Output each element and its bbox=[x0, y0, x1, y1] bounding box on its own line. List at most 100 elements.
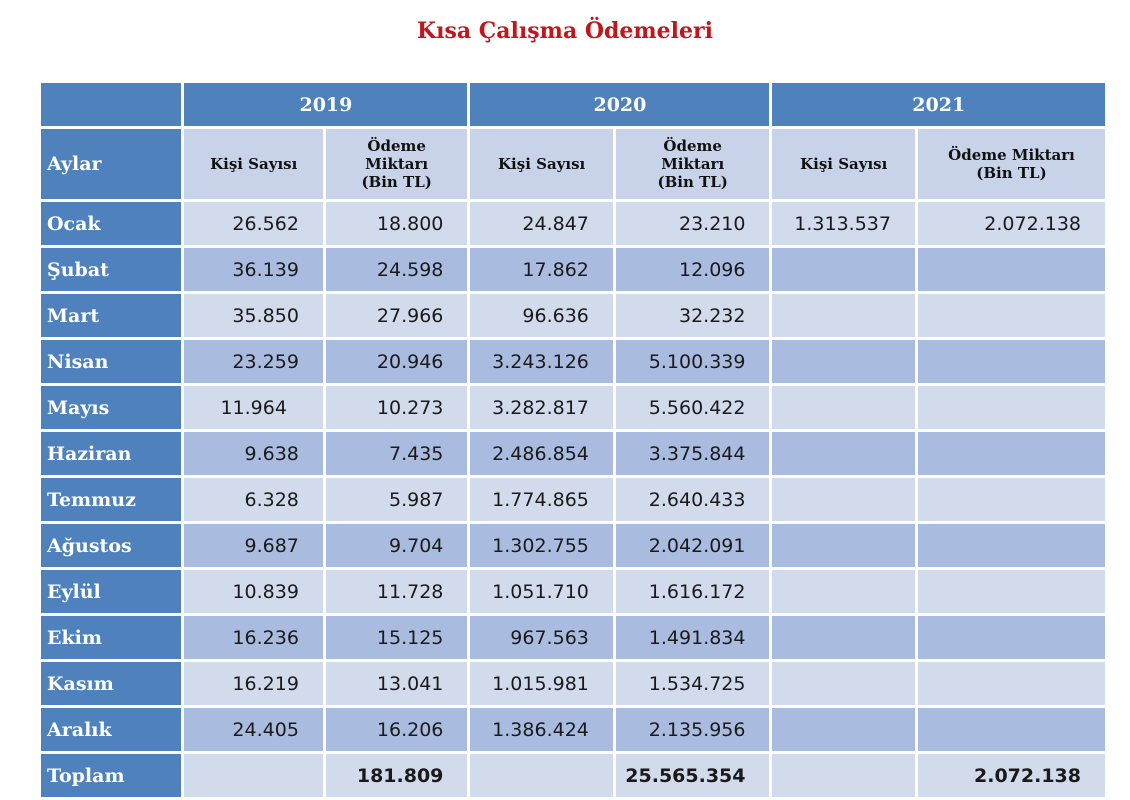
people-2021-cell bbox=[772, 340, 915, 383]
payment-2021-cell bbox=[917, 248, 1105, 291]
payment-2019-cell: 11.728 bbox=[325, 570, 468, 613]
people-2020-cell: 17.862 bbox=[470, 248, 613, 291]
month-cell: Kasım bbox=[41, 662, 182, 705]
payment-2020-cell: 1.534.725 bbox=[615, 662, 770, 705]
payment-header-line: Miktarı bbox=[661, 155, 725, 173]
month-cell: Mayıs bbox=[41, 386, 182, 429]
payment-2020-cell: 3.375.844 bbox=[615, 432, 770, 475]
people-2021-cell bbox=[772, 432, 915, 475]
payment-2021-cell: 2.072.138 bbox=[917, 202, 1105, 245]
people-2021-cell bbox=[772, 662, 915, 705]
people-2019-cell: 16.236 bbox=[184, 616, 323, 659]
people-2020-cell: 1.051.710 bbox=[470, 570, 613, 613]
table-row: Mart 35.850 27.966 96.636 32.232 bbox=[41, 294, 1105, 337]
payment-2020-cell: 32.232 bbox=[615, 294, 770, 337]
table-row: Haziran 9.638 7.435 2.486.854 3.375.844 bbox=[41, 432, 1105, 475]
year-header-2020: 2020 bbox=[470, 83, 770, 126]
people-header-2020: Kişi Sayısı bbox=[470, 129, 613, 199]
people-2021-cell bbox=[772, 248, 915, 291]
payment-header-line: Miktarı bbox=[365, 155, 429, 173]
payment-2019-cell: 27.966 bbox=[325, 294, 468, 337]
total-payment-2020: 25.565.354 bbox=[615, 754, 770, 797]
people-2021-cell bbox=[772, 478, 915, 521]
corner-cell bbox=[41, 83, 182, 126]
people-2020-cell: 1.386.424 bbox=[470, 708, 613, 751]
month-cell: Ağustos bbox=[41, 524, 182, 567]
table-row: Şubat 36.139 24.598 17.862 12.096 bbox=[41, 248, 1105, 291]
people-2019-cell: 26.562 bbox=[184, 202, 323, 245]
people-2021-cell bbox=[772, 708, 915, 751]
payment-2020-cell: 5.100.339 bbox=[615, 340, 770, 383]
people-2020-cell: 967.563 bbox=[470, 616, 613, 659]
payment-2021-cell bbox=[917, 662, 1105, 705]
month-cell: Temmuz bbox=[41, 478, 182, 521]
payment-2021-cell bbox=[917, 294, 1105, 337]
total-row: Toplam 181.809 25.565.354 2.072.138 bbox=[41, 754, 1105, 797]
payment-2019-cell: 16.206 bbox=[325, 708, 468, 751]
people-2021-cell: 1.313.537 bbox=[772, 202, 915, 245]
year-header-row: 2019 2020 2021 bbox=[41, 83, 1105, 126]
month-column-header: Aylar bbox=[41, 129, 182, 199]
table-row: Temmuz 6.328 5.987 1.774.865 2.640.433 bbox=[41, 478, 1105, 521]
payment-2019-cell: 18.800 bbox=[325, 202, 468, 245]
payment-2020-cell: 2.135.956 bbox=[615, 708, 770, 751]
table-row: Ağustos 9.687 9.704 1.302.755 2.042.091 bbox=[41, 524, 1105, 567]
payment-header-line: (Bin TL) bbox=[361, 173, 432, 191]
people-2019-cell: 16.219 bbox=[184, 662, 323, 705]
month-cell: Nisan bbox=[41, 340, 182, 383]
total-payment-2021: 2.072.138 bbox=[917, 754, 1105, 797]
people-2020-cell: 2.486.854 bbox=[470, 432, 613, 475]
people-2021-cell bbox=[772, 524, 915, 567]
payment-2021-cell bbox=[917, 524, 1105, 567]
column-header-row: Aylar Kişi Sayısı Ödeme Miktarı (Bin TL)… bbox=[41, 129, 1105, 199]
payments-table: 2019 2020 2021 Aylar Kişi Sayısı Ödeme M… bbox=[38, 80, 1108, 800]
payment-2020-cell: 2.640.433 bbox=[615, 478, 770, 521]
payment-2021-cell bbox=[917, 478, 1105, 521]
people-2019-cell: 10.839 bbox=[184, 570, 323, 613]
people-2021-cell bbox=[772, 570, 915, 613]
payment-2020-cell: 12.096 bbox=[615, 248, 770, 291]
payment-2020-cell: 23.210 bbox=[615, 202, 770, 245]
payment-2019-cell: 9.704 bbox=[325, 524, 468, 567]
payment-header-line: (Bin TL) bbox=[976, 164, 1047, 182]
total-label: Toplam bbox=[41, 754, 182, 797]
payment-header-2021: Ödeme Miktarı (Bin TL) bbox=[917, 129, 1105, 199]
people-2019-cell: 36.139 bbox=[184, 248, 323, 291]
people-2019-cell: 24.405 bbox=[184, 708, 323, 751]
month-cell: Ekim bbox=[41, 616, 182, 659]
table-row: Ocak 26.562 18.800 24.847 23.210 1.313.5… bbox=[41, 202, 1105, 245]
table-row: Kasım 16.219 13.041 1.015.981 1.534.725 bbox=[41, 662, 1105, 705]
table-row: Eylül 10.839 11.728 1.051.710 1.616.172 bbox=[41, 570, 1105, 613]
table-row: Mayıs 11.964 10.273 3.282.817 5.560.422 bbox=[41, 386, 1105, 429]
payment-header-2019: Ödeme Miktarı (Bin TL) bbox=[325, 129, 468, 199]
month-cell: Eylül bbox=[41, 570, 182, 613]
people-2021-cell bbox=[772, 386, 915, 429]
people-2019-cell: 9.638 bbox=[184, 432, 323, 475]
total-people-2020-cell bbox=[470, 754, 613, 797]
people-2020-cell: 3.282.817 bbox=[470, 386, 613, 429]
people-2021-cell bbox=[772, 616, 915, 659]
payment-2019-cell: 24.598 bbox=[325, 248, 468, 291]
payment-2020-cell: 1.491.834 bbox=[615, 616, 770, 659]
payment-2021-cell bbox=[917, 386, 1105, 429]
year-header-2021: 2021 bbox=[772, 83, 1105, 126]
month-cell: Şubat bbox=[41, 248, 182, 291]
payment-header-2020: Ödeme Miktarı (Bin TL) bbox=[615, 129, 770, 199]
people-2020-cell: 24.847 bbox=[470, 202, 613, 245]
payment-2019-cell: 7.435 bbox=[325, 432, 468, 475]
people-2020-cell: 1.302.755 bbox=[470, 524, 613, 567]
month-cell: Haziran bbox=[41, 432, 182, 475]
payment-header-line: Ödeme Miktarı bbox=[948, 146, 1075, 164]
table-row: Nisan 23.259 20.946 3.243.126 5.100.339 bbox=[41, 340, 1105, 383]
table-row: Ekim 16.236 15.125 967.563 1.491.834 bbox=[41, 616, 1105, 659]
total-people-2021-cell bbox=[772, 754, 915, 797]
payment-2019-cell: 13.041 bbox=[325, 662, 468, 705]
page-title: Kısa Çalışma Ödemeleri bbox=[417, 18, 713, 44]
payment-2021-cell bbox=[917, 708, 1105, 751]
month-cell: Ocak bbox=[41, 202, 182, 245]
payment-2021-cell bbox=[917, 340, 1105, 383]
payment-header-line: (Bin TL) bbox=[657, 173, 728, 191]
total-people-2019-cell bbox=[184, 754, 323, 797]
people-header-2021: Kişi Sayısı bbox=[772, 129, 915, 199]
people-2021-cell bbox=[772, 294, 915, 337]
